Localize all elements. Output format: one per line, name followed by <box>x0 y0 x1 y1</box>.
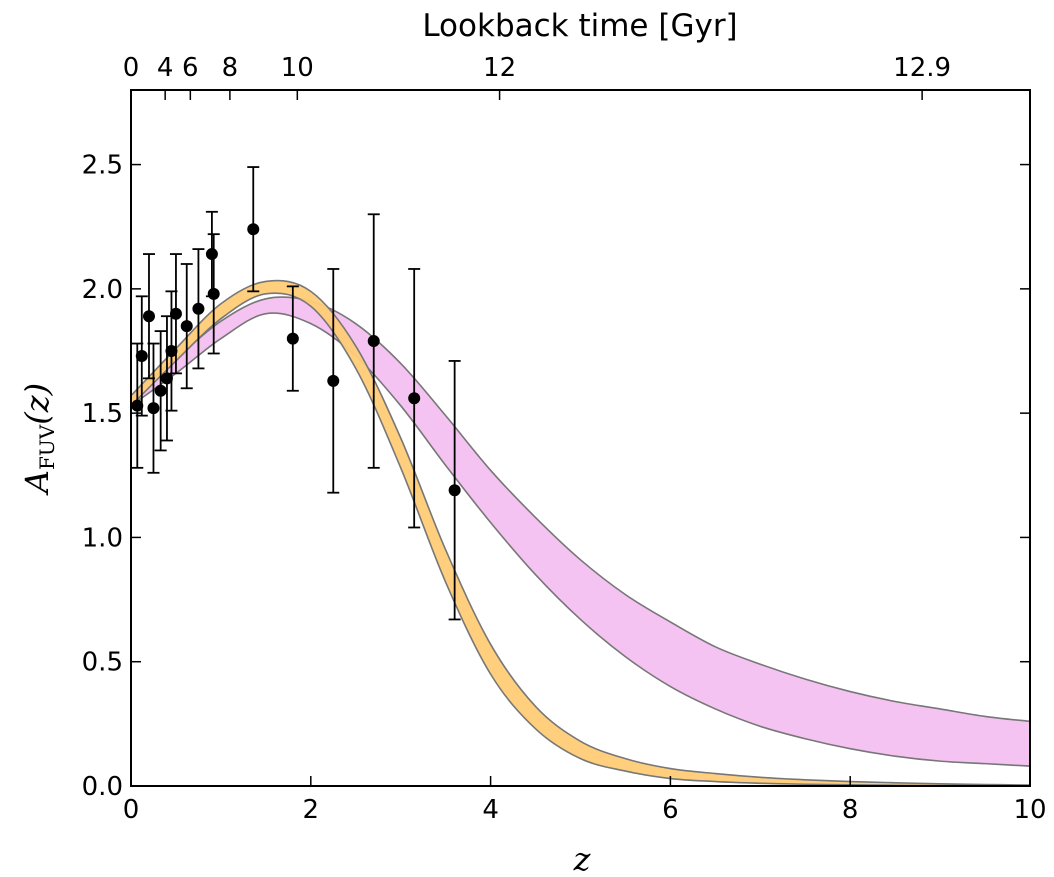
data-marker <box>408 392 420 404</box>
x-tick-label: 10 <box>1013 795 1046 825</box>
data-marker <box>208 288 220 300</box>
data-marker <box>136 350 148 362</box>
data-marker <box>181 320 193 332</box>
data-point <box>181 264 193 388</box>
data-marker <box>449 484 461 496</box>
y-tick-label: 0.5 <box>82 648 123 678</box>
data-points-layer <box>131 167 460 619</box>
x-axis-title: z <box>573 840 592 877</box>
top-axis-title: Lookback time [Gyr] <box>422 8 737 44</box>
y-tick-label: 2.0 <box>82 275 123 305</box>
data-marker <box>155 385 167 397</box>
top-tick-label: 6 <box>182 53 199 83</box>
data-point <box>155 331 167 450</box>
y-tick-label: 0.0 <box>82 772 123 802</box>
y-tick-label: 1.5 <box>82 399 123 429</box>
data-marker <box>206 248 218 260</box>
data-marker <box>368 335 380 347</box>
top-tick-label: 12.9 <box>893 53 951 83</box>
svg-text:AFUV(z): AFUV(z) <box>18 383 59 496</box>
data-marker <box>170 308 182 320</box>
top-tick-label: 4 <box>157 53 174 83</box>
x-tick-label: 4 <box>482 795 499 825</box>
data-marker <box>143 310 155 322</box>
x-tick-label: 8 <box>842 795 859 825</box>
y-axis-title: AFUV(z) <box>18 383 59 496</box>
bands-layer <box>131 281 1030 786</box>
top-tick-label: 12 <box>483 53 516 83</box>
x-tick-label: 0 <box>123 795 140 825</box>
data-point <box>247 167 259 291</box>
data-marker <box>192 303 204 315</box>
y-tick-label: 2.5 <box>82 151 123 181</box>
top-tick-label: 10 <box>281 53 314 83</box>
pink-model-band <box>131 297 1030 766</box>
data-marker <box>247 223 259 235</box>
y-axis-title-subscript: FUV <box>35 424 59 470</box>
x-tick-label: 2 <box>303 795 320 825</box>
x-tick-label: 6 <box>662 795 679 825</box>
data-marker <box>287 333 299 345</box>
data-point <box>368 214 380 468</box>
data-marker <box>327 375 339 387</box>
top-tick-label: 8 <box>222 53 239 83</box>
y-axis-title-argument: (z) <box>18 383 56 425</box>
y-tick-label: 1.0 <box>82 523 123 553</box>
data-point <box>327 269 339 493</box>
top-tick-label: 0 <box>123 53 140 83</box>
plot-frame <box>131 90 1030 786</box>
data-marker <box>147 402 159 414</box>
data-point <box>206 212 218 297</box>
y-axis-title-main: A <box>18 470 56 496</box>
